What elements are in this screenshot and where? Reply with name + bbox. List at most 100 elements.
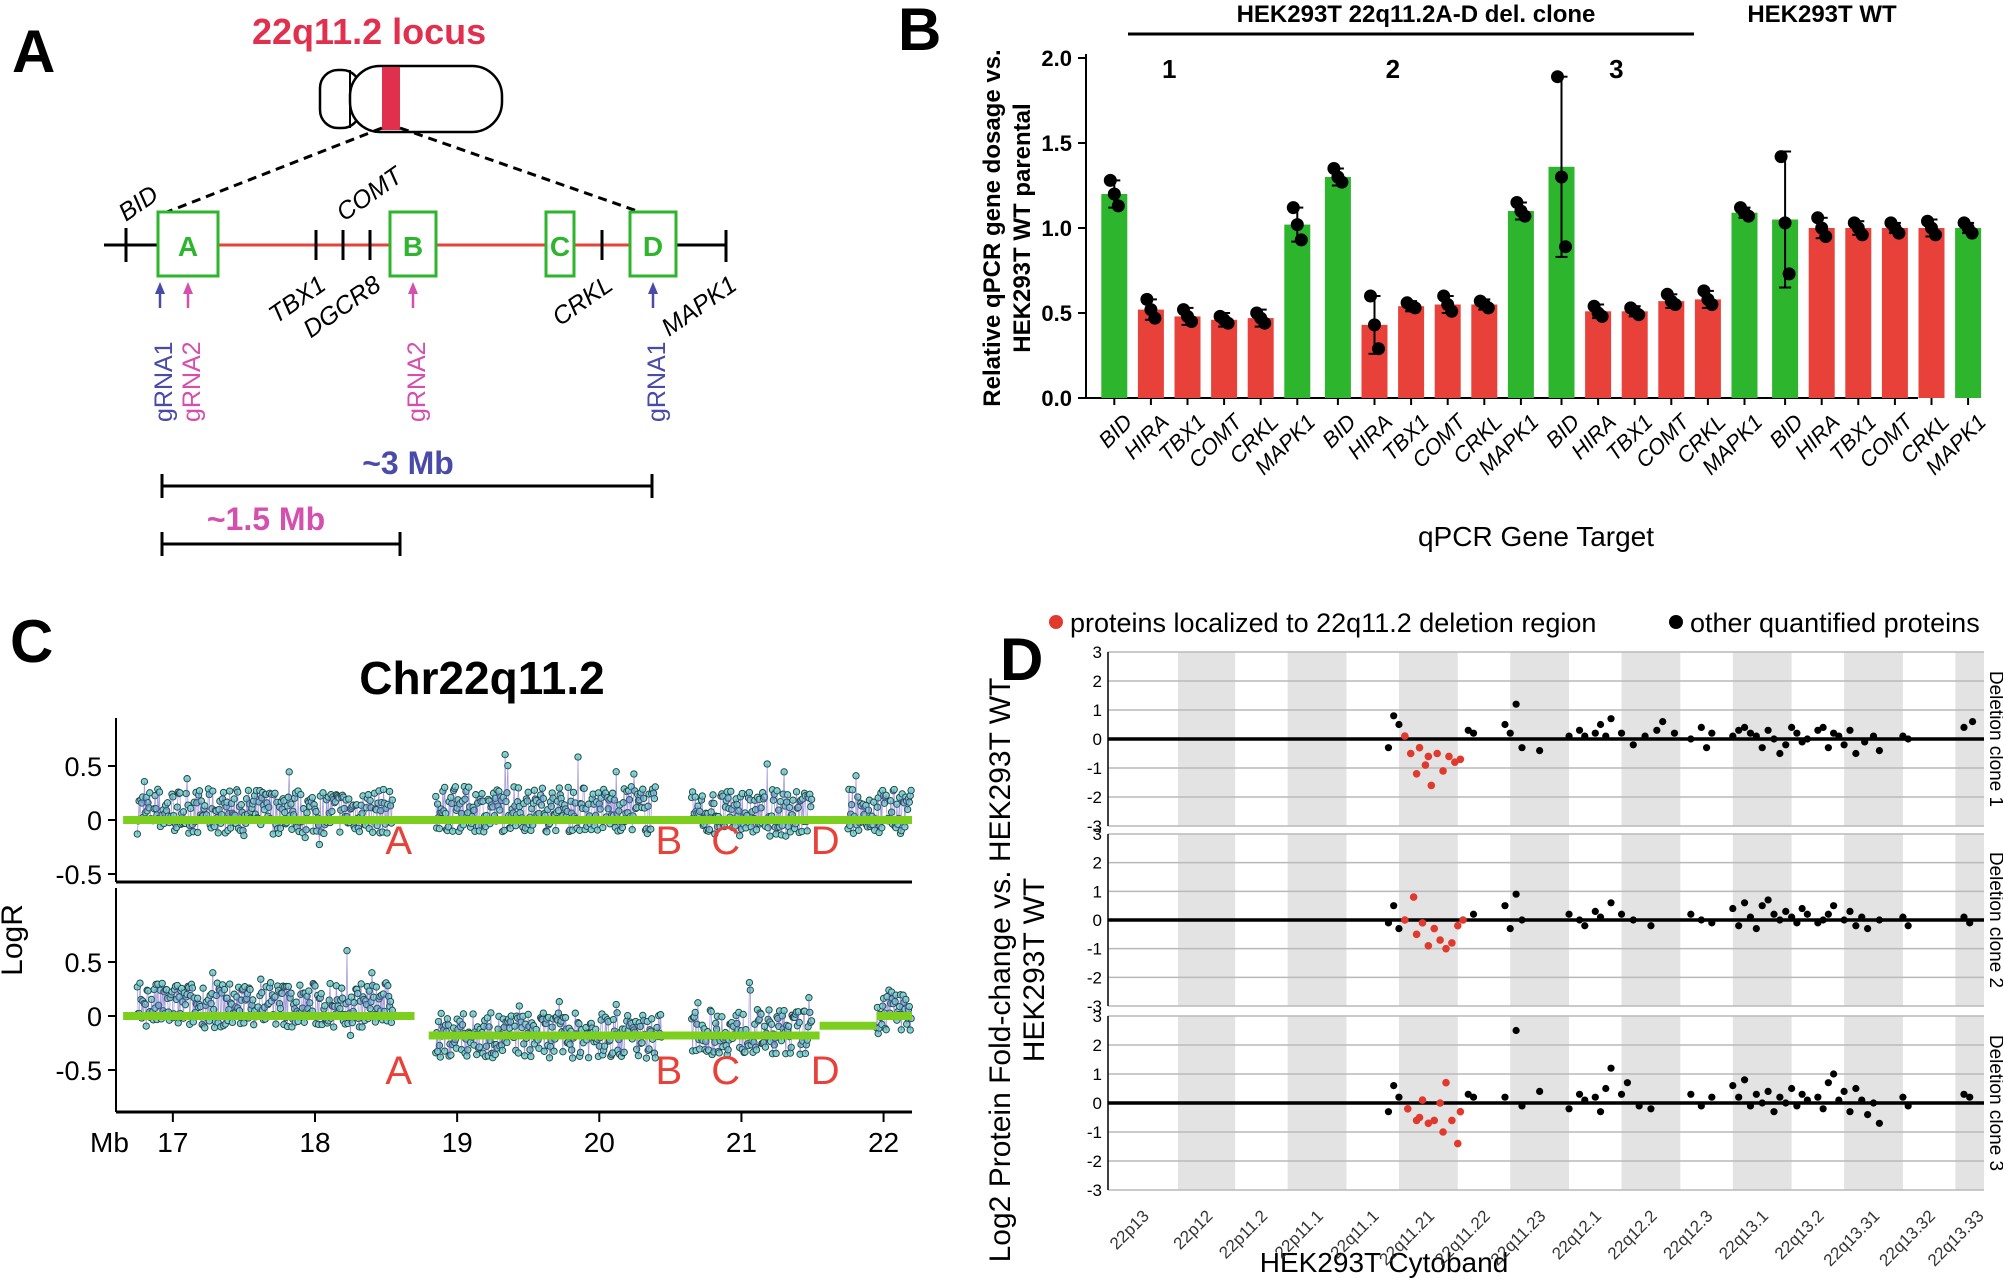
chart-c-x-tick-label: 17 bbox=[157, 1127, 188, 1158]
chart-d-point-black bbox=[1735, 1093, 1743, 1101]
gene-label-mapk1: MAPK1 bbox=[656, 270, 741, 342]
chart-b-point bbox=[1445, 304, 1459, 318]
chart-b-bar bbox=[1211, 319, 1238, 398]
chart-b-y-tick-label: 0.0 bbox=[1041, 386, 1072, 411]
chart-b-bar bbox=[1845, 228, 1872, 398]
chart-d-x-axis-label: HEK293T Cytoband bbox=[1260, 1247, 1509, 1278]
chart-d-point-black bbox=[1960, 723, 1968, 732]
chart-b-point bbox=[1668, 298, 1682, 311]
chart-b-point bbox=[1855, 228, 1869, 242]
chart-d-point-black bbox=[1864, 925, 1872, 933]
chart-c-region-label: B bbox=[655, 819, 682, 863]
chart-b-bar bbox=[1137, 309, 1164, 398]
chart-d-axes: 3 2 1 0 -1 -2 -3 Deletion clone 1 3 2 1 0 -1 -2 -3 Dele… bbox=[1087, 643, 2003, 1270]
chart-d-point-black bbox=[1390, 1082, 1398, 1090]
chart-d-point-black bbox=[1469, 729, 1478, 737]
chart-d-point-black bbox=[1740, 1076, 1749, 1084]
chart-d-point-black bbox=[1670, 729, 1679, 737]
chart-b-point bbox=[1819, 230, 1833, 243]
chart-d-point-black bbox=[1708, 729, 1716, 737]
chart-d-y-tick-label: -3 bbox=[1087, 997, 1102, 1016]
chart-b-bar bbox=[1174, 316, 1201, 398]
chart-d-point-black bbox=[1464, 726, 1472, 734]
chart-b-bar bbox=[1808, 228, 1835, 398]
zoom-line-right bbox=[399, 126, 641, 214]
chart-d-point-black bbox=[1875, 1119, 1883, 1127]
chart-d-point-black bbox=[1852, 749, 1860, 758]
panel-c: C Chr22q11.2 LogR Mb 0.5 0 -0.5 0.5 0 -0.5 17 18 19 2… bbox=[0, 608, 915, 1158]
chart-d-point-black bbox=[1746, 729, 1755, 737]
chart-d-point-black bbox=[1617, 1090, 1626, 1098]
grna2-b-label: gRNA2 bbox=[403, 341, 431, 422]
chart-d-y-tick-label: -1 bbox=[1087, 759, 1102, 778]
chart-d-point-black bbox=[1798, 738, 1806, 746]
grna1-d-label: gRNA1 bbox=[643, 341, 671, 422]
chart-d-y-tick-label: 0 bbox=[1093, 730, 1102, 749]
chart-c-y-tick-label: -0.5 bbox=[55, 860, 102, 890]
chart-b-bar bbox=[1694, 299, 1721, 398]
chart-d-point-black bbox=[1782, 741, 1790, 749]
chart-c-x-tick-label: 19 bbox=[442, 1127, 473, 1158]
chart-d-point-black bbox=[1869, 732, 1878, 740]
chart-b-bar bbox=[1658, 301, 1685, 398]
chart-d-point-red bbox=[1448, 1116, 1456, 1125]
chart-d-point-black bbox=[1506, 729, 1514, 737]
chart-b-point bbox=[1705, 298, 1719, 311]
chart-d-y-tick-label: -1 bbox=[1087, 940, 1102, 959]
chart-d-point-red bbox=[1403, 1105, 1412, 1113]
chart-d-point-black bbox=[1746, 1102, 1755, 1110]
chart-d-point-red bbox=[1456, 1107, 1465, 1116]
box-label-a: A bbox=[178, 231, 198, 262]
chart-d-y-axis-label: Log2 Protein Fold-change vs. HEK293T WT H… bbox=[984, 678, 1051, 1263]
chart-d-series-label: Deletion clone 1 bbox=[1985, 671, 2003, 807]
chart-b-point bbox=[1294, 233, 1308, 247]
chart-b-group-label: 2 bbox=[1386, 54, 1400, 84]
chart-d-point-red bbox=[1439, 1128, 1447, 1136]
chart-d-point-red bbox=[1418, 919, 1427, 927]
chart-d-point-black bbox=[1840, 1087, 1848, 1095]
chart-d-point-red bbox=[1433, 749, 1441, 758]
chart-c-region-label: B bbox=[655, 1049, 682, 1093]
chart-c-region-label: A bbox=[385, 1049, 412, 1093]
chart-b-group-label: 3 bbox=[1609, 54, 1623, 84]
legend-red-label: proteins localized to 22q11.2 deletion r… bbox=[1070, 608, 1596, 638]
chart-d-point-black bbox=[1708, 919, 1716, 927]
chart-b-bar bbox=[1247, 318, 1274, 398]
chart-d-point-black bbox=[1840, 916, 1848, 924]
chart-d-point-black bbox=[1623, 1079, 1631, 1087]
chart-b-point bbox=[1551, 70, 1564, 84]
span-1-5mb-label: ~1.5 Mb bbox=[207, 501, 325, 537]
chart-d-point-black bbox=[1687, 1090, 1695, 1098]
chart-d-point-black bbox=[1629, 741, 1637, 749]
chart-d-point-black bbox=[1395, 925, 1403, 933]
chart-d-point-black bbox=[1968, 718, 1977, 726]
chart-d-point-black bbox=[1869, 1099, 1878, 1107]
chart-b-group-label: 1 bbox=[1162, 54, 1176, 84]
chart-d-point-red bbox=[1442, 944, 1450, 953]
chart-d-point-black bbox=[1591, 729, 1599, 737]
chart-d-point-black bbox=[1858, 913, 1866, 921]
chart-c-region-label: C bbox=[711, 1049, 740, 1093]
chart-b-bar bbox=[1471, 304, 1498, 398]
chart-d-point-red bbox=[1439, 767, 1447, 775]
chart-d-point-black bbox=[1512, 890, 1520, 898]
chart-b-point bbox=[1742, 209, 1755, 223]
chart-c-x-tick-label: 22 bbox=[868, 1127, 899, 1158]
chart-d-point-black bbox=[1512, 700, 1520, 708]
box-label-c: C bbox=[550, 231, 570, 262]
chart-d-point-black bbox=[1591, 907, 1599, 916]
chart-d-point-black bbox=[1565, 910, 1573, 918]
chart-c-y-tick-label: -0.5 bbox=[55, 1056, 102, 1086]
chart-d-point-black bbox=[1846, 726, 1854, 734]
chart-d-point-red bbox=[1421, 761, 1430, 769]
chart-d-point-black bbox=[1899, 1093, 1907, 1101]
box-d bbox=[628, 210, 678, 278]
chart-d-point-black bbox=[1735, 726, 1743, 734]
chart-d-point-black bbox=[1697, 1102, 1705, 1110]
chart-d-point-black bbox=[1518, 1102, 1526, 1110]
chart-d-point-black bbox=[1464, 1090, 1472, 1098]
chart-c-y-axis-label: LogR bbox=[0, 904, 29, 976]
chart-d-y-tick-label: 1 bbox=[1093, 1065, 1102, 1084]
chart-b-point bbox=[1148, 311, 1162, 325]
